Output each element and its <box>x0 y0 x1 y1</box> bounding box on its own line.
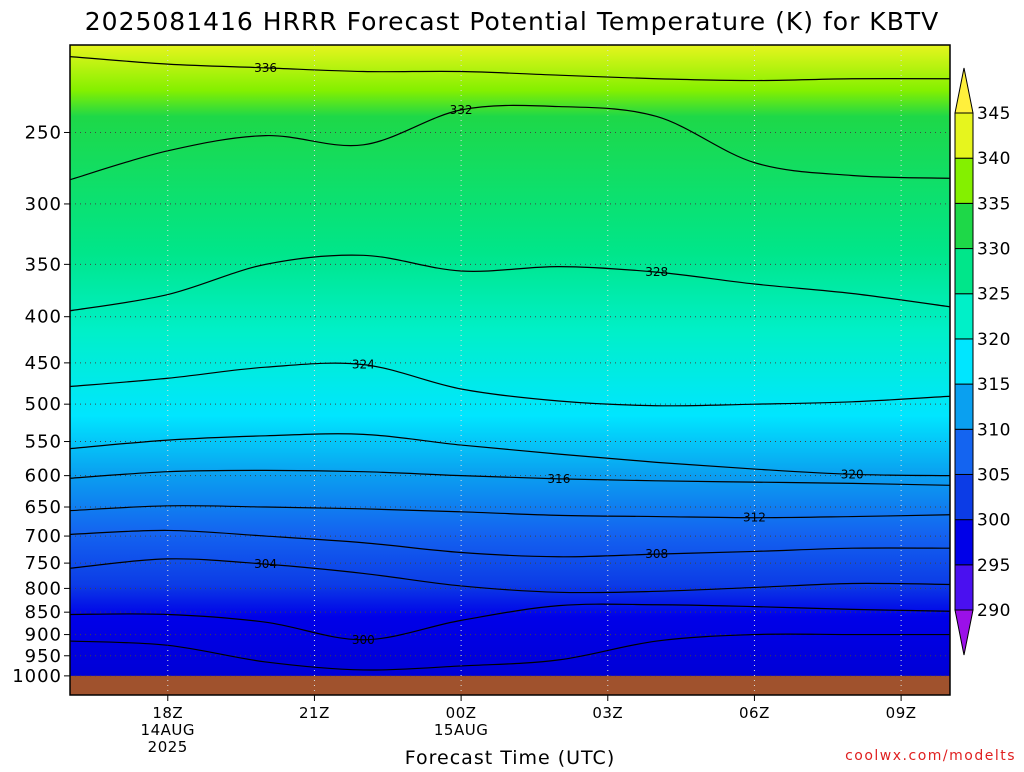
colorbar-swatch-300 <box>954 473 974 521</box>
x-tick-label-21Z: 21Z <box>299 704 330 722</box>
isentrope-label-304: 304 <box>254 557 277 571</box>
colorbar-swatch-320 <box>954 293 974 340</box>
colorbar-over-triangle <box>954 67 974 114</box>
colorbar-label-310: 310 <box>977 420 1011 440</box>
y-tick-label-950: 950 <box>25 646 62 667</box>
isentrope-label-324: 324 <box>352 358 375 372</box>
y-tick-label-350: 350 <box>25 254 62 275</box>
colorbar-label-315: 315 <box>977 375 1011 395</box>
isentrope-324 <box>70 362 950 407</box>
isentrope-332 <box>70 104 950 181</box>
y-tick-label-400: 400 <box>25 307 62 328</box>
colorbar-swatch-290 <box>954 564 974 611</box>
colorbar-label-325: 325 <box>977 285 1011 305</box>
isentrope-298 <box>70 633 950 671</box>
colorbar-swatch-330 <box>954 202 974 250</box>
x-tick-label-09Z: 09Z <box>886 704 917 722</box>
x-tick-date-18Z: 14AUG <box>141 721 195 739</box>
colorbar-label-335: 335 <box>977 194 1011 214</box>
y-tick-label-500: 500 <box>25 394 62 415</box>
colorbar-swatch-310 <box>954 383 974 430</box>
isentrope-316 <box>70 469 950 486</box>
y-tick-label-800: 800 <box>25 578 62 599</box>
isentrope-label-312: 312 <box>743 511 766 525</box>
isentrope-label-316: 316 <box>547 472 570 486</box>
colorbar-label-290: 290 <box>977 601 1011 621</box>
y-tick-label-750: 750 <box>25 553 62 574</box>
x-tick-label-03Z: 03Z <box>592 704 623 722</box>
y-tick-label-900: 900 <box>25 625 62 646</box>
x-tick-label-06Z: 06Z <box>739 704 770 722</box>
x-tick-label-00Z: 00Z <box>446 704 477 722</box>
colorbar-label-345: 345 <box>977 104 1011 124</box>
chart-title: 2025081416 HRRR Forecast Potential Tempe… <box>85 7 939 36</box>
isentrope-label-320: 320 <box>841 467 864 481</box>
colorbar-label-305: 305 <box>977 465 1011 485</box>
colorbar-label-295: 295 <box>977 556 1011 576</box>
plot-frame <box>69 44 951 696</box>
y-tick-label-850: 850 <box>25 602 62 623</box>
isentrope-label-332: 332 <box>450 103 473 117</box>
theta-field <box>70 45 950 695</box>
colorbar-label-330: 330 <box>977 240 1011 260</box>
isentrope-labels: 336 332 328 324 320 316 312 308 304 300 <box>254 61 864 647</box>
plot-area: 336 332 328 324 320 316 312 308 304 300 <box>69 44 951 696</box>
x-tick-date-00Z: 15AUG <box>434 721 488 739</box>
y-tick-label-700: 700 <box>25 526 62 547</box>
isentrope-320 <box>70 433 950 477</box>
y-tick-label-250: 250 <box>25 122 62 143</box>
isentrope-label-308: 308 <box>645 547 668 561</box>
colorbar-swatch-305 <box>954 428 974 475</box>
y-tick-label-600: 600 <box>25 466 62 487</box>
colorbar-swatch-335 <box>954 157 974 204</box>
isentrope-308 <box>70 529 950 558</box>
isentrope-312 <box>70 505 950 519</box>
x-tick-label-18Z: 18Z <box>152 704 183 722</box>
colorbar-swatch-315 <box>954 338 974 385</box>
colorbar-label-320: 320 <box>977 330 1011 350</box>
colorbar-swatch-325 <box>954 248 974 295</box>
site-credit: coolwx.com/modelts <box>845 748 1016 764</box>
isentrope-contours <box>70 55 950 671</box>
y-tick-label-450: 450 <box>25 353 62 374</box>
x-tick-year-18Z: 2025 <box>148 738 188 756</box>
y-tick-label-550: 550 <box>25 432 62 453</box>
y-axis-pressure: 2503003504004505005506006507007508008509… <box>12 122 70 687</box>
isentrope-label-336: 336 <box>254 61 277 75</box>
isentrope-label-328: 328 <box>645 265 668 279</box>
colorbar-under-triangle <box>954 609 974 656</box>
colorbar-legend: 290 295 300 305 310 315 320 325 330 335 340 345 <box>954 67 1011 656</box>
colorbar-swatch-295 <box>954 519 974 566</box>
isentrope-300 <box>70 603 950 641</box>
isentrope-304 <box>70 558 950 594</box>
isentrope-336 <box>70 55 950 82</box>
isentrope-328 <box>70 254 950 312</box>
y-tick-label-1000: 1000 <box>12 666 62 687</box>
colorbar-label-340: 340 <box>977 149 1011 169</box>
isentrope-label-300: 300 <box>352 633 375 647</box>
y-tick-label-650: 650 <box>25 497 62 518</box>
x-axis-title: Forecast Time (UTC) <box>405 747 615 768</box>
colorbar-swatch-340 <box>954 112 974 159</box>
terrain-below-surface <box>70 675 950 695</box>
colorbar-label-300: 300 <box>977 511 1011 531</box>
y-tick-label-300: 300 <box>25 194 62 215</box>
